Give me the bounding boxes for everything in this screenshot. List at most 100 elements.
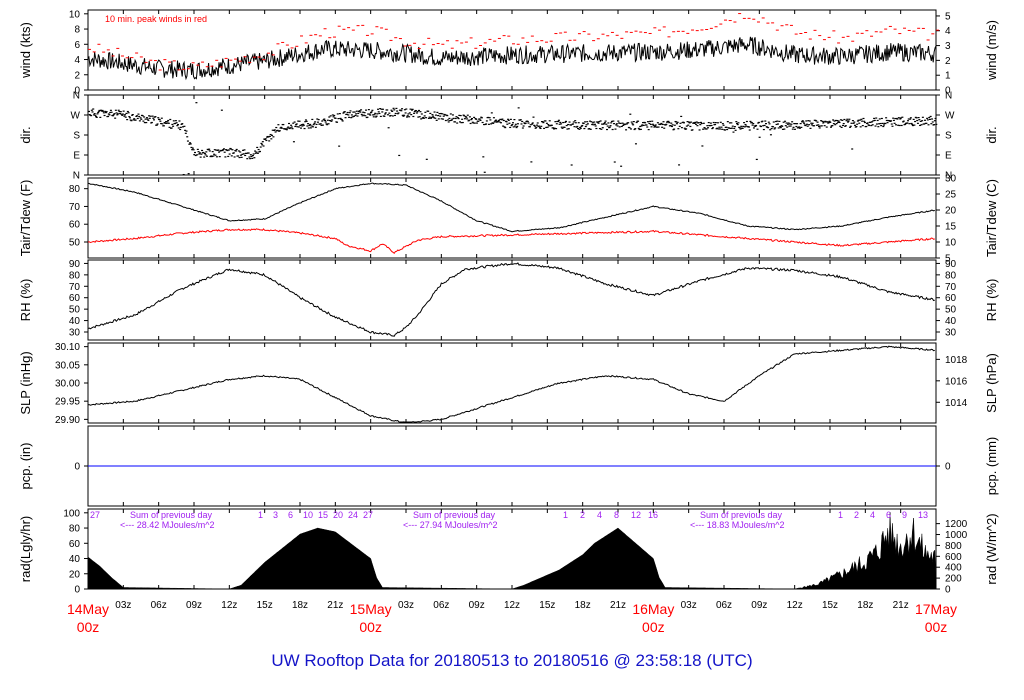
y-tick-label-left: S xyxy=(73,131,80,142)
y-tick-label-right: 0 xyxy=(945,462,951,473)
y-tick-label-right: 400 xyxy=(945,563,962,574)
x-tick-label: 03z xyxy=(115,600,131,611)
x-tick-label: 15z xyxy=(539,600,555,611)
hour-mark-label: 27 xyxy=(90,510,100,520)
x-day-time-label: 00z xyxy=(642,619,665,635)
y-tick-label-left: 2 xyxy=(74,70,80,81)
hour-mark-label: 9 xyxy=(902,510,907,520)
y-tick-label-left: 80 xyxy=(69,184,81,195)
y-tick-label-right: 1016 xyxy=(945,376,968,387)
x-tick-label: 09z xyxy=(751,600,767,611)
y-tick-label-right: 50 xyxy=(945,305,957,316)
hour-mark-label: 12 xyxy=(631,510,641,520)
y-tick-label-right: 25 xyxy=(945,190,957,201)
y-tick-label-left: 29.95 xyxy=(55,397,80,408)
x-tick-label: 09z xyxy=(186,600,202,611)
y-tick-label-left: 60 xyxy=(69,220,81,231)
y-tick-label-right: 30 xyxy=(945,174,957,185)
y-axis-label-left: rad(Lgly/hr) xyxy=(18,516,33,582)
y-tick-label-right: 1200 xyxy=(945,519,968,530)
y-tick-label-left: 40 xyxy=(69,554,81,565)
slp-series xyxy=(87,345,935,423)
y-tick-label-right: 5 xyxy=(945,11,951,22)
y-tick-label-left: 6 xyxy=(74,40,80,51)
wind-mean-series xyxy=(87,36,937,81)
hour-mark-label: 4 xyxy=(870,510,875,520)
y-tick-label-left: 80 xyxy=(69,524,81,535)
daily-sum-label: Sum of previous day xyxy=(700,510,783,520)
y-tick-label-right: 4 xyxy=(945,26,951,37)
y-axis-label-right: pcp. (mm) xyxy=(984,437,999,496)
y-axis-label-right: wind (m/s) xyxy=(984,20,999,81)
y-axis-label-right: RH (%) xyxy=(984,279,999,322)
y-tick-label-right: 30 xyxy=(945,328,957,339)
x-tick-label: 12z xyxy=(221,600,237,611)
y-tick-label-left: 0 xyxy=(74,585,80,596)
hour-mark-label: 15 xyxy=(318,510,328,520)
hour-mark-label: 10 xyxy=(303,510,313,520)
x-tick-label: 18z xyxy=(857,600,873,611)
y-tick-label-left: 30.00 xyxy=(55,379,80,390)
y-tick-label-left: 50 xyxy=(69,305,81,316)
y-tick-label-left: 30.05 xyxy=(55,360,80,371)
hour-mark-label: 2 xyxy=(854,510,859,520)
x-tick-label: 03z xyxy=(681,600,697,611)
y-tick-label-right: 0 xyxy=(945,585,951,596)
y-tick-label-right: 0 xyxy=(945,86,951,97)
y-tick-label-right: S xyxy=(945,131,952,142)
x-day-label: 16May xyxy=(632,601,674,617)
y-tick-label-right: 40 xyxy=(945,316,957,327)
y-tick-label-left: 4 xyxy=(74,55,80,66)
y-tick-label-left: 50 xyxy=(69,238,81,249)
y-tick-label-right: 200 xyxy=(945,574,962,585)
y-tick-label-right: 1000 xyxy=(945,530,968,541)
x-tick-label: 03z xyxy=(398,600,414,611)
hour-mark-label: 6 xyxy=(288,510,293,520)
y-axis-label-left: RH (%) xyxy=(18,279,33,322)
daily-sum-value: <--- 27.94 MJoules/m^2 xyxy=(403,520,498,530)
y-tick-label-right: 10 xyxy=(945,238,957,249)
y-axis-label-left: Tair/Tdew (F) xyxy=(18,180,33,257)
y-tick-label-right: N xyxy=(945,91,952,102)
y-tick-label-right: W xyxy=(945,111,955,122)
tdew-series xyxy=(87,228,935,255)
tair-series xyxy=(87,182,935,233)
y-tick-label-left: 60 xyxy=(69,539,81,550)
x-tick-label: 06z xyxy=(151,600,167,611)
x-day-label: 17May xyxy=(915,601,957,617)
y-tick-label-left: 80 xyxy=(69,270,81,281)
y-tick-label-left: 40 xyxy=(69,316,81,327)
y-tick-label-left: N xyxy=(73,91,80,102)
y-tick-label-left: 10 xyxy=(69,9,81,20)
x-axis: 03z 06z 09z 12z 15z 18z 21z 03z 06z 09z 12z 15z 18z 2… xyxy=(67,600,957,635)
y-tick-label-left: 90 xyxy=(69,259,81,270)
x-tick-label: 21z xyxy=(610,600,626,611)
daily-sum-label: Sum of previous day xyxy=(413,510,496,520)
y-tick-label-right: 1018 xyxy=(945,355,968,366)
x-tick-label: 18z xyxy=(292,600,308,611)
panel-frame-2 xyxy=(87,177,937,259)
y-axis-label-left: SLP (inHg) xyxy=(18,351,33,414)
y-tick-label-left: 70 xyxy=(69,282,81,293)
x-tick-label: 15z xyxy=(257,600,273,611)
y-tick-label-left: N xyxy=(73,171,80,182)
y-tick-label-left: 70 xyxy=(69,202,81,213)
x-tick-label: 12z xyxy=(504,600,520,611)
y-tick-label-right: 600 xyxy=(945,552,962,563)
hour-mark-label: 3 xyxy=(273,510,278,520)
x-tick-label: 06z xyxy=(433,600,449,611)
y-tick-label-left: 60 xyxy=(69,293,81,304)
y-tick-label-right: 800 xyxy=(945,541,962,552)
y-tick-label-left: 30 xyxy=(69,328,81,339)
y-axis-label-right: Tair/Tdew (C) xyxy=(984,179,999,257)
y-tick-label-right: 20 xyxy=(945,206,957,217)
x-tick-label: 21z xyxy=(893,600,909,611)
x-day-time-label: 00z xyxy=(925,619,948,635)
hour-mark-label: 16 xyxy=(648,510,658,520)
y-tick-label-left: E xyxy=(73,151,80,162)
x-day-time-label: 00z xyxy=(77,619,100,635)
panel-frame-1 xyxy=(87,94,937,176)
hour-mark-label: 4 xyxy=(597,510,602,520)
y-tick-label-right: 60 xyxy=(945,293,957,304)
panel-frame-3 xyxy=(87,259,937,341)
